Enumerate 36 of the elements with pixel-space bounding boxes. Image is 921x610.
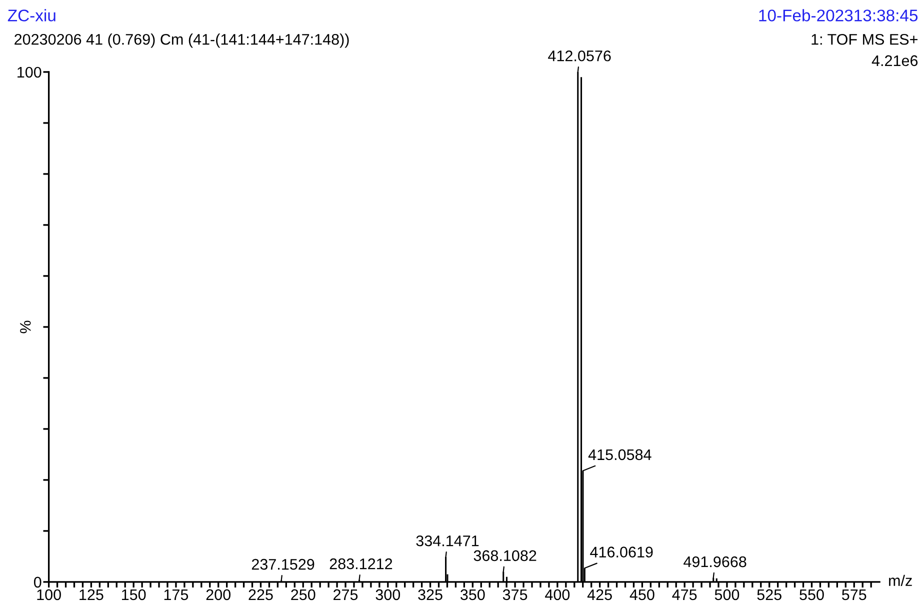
annotation: 334.1471 [416,535,479,546]
y-axis-title: % [20,320,31,334]
chart-title: ZC-xiu [8,9,56,22]
annotation: 237.1529 [252,558,314,570]
annotation: 491.9668 [684,556,746,568]
x-tick-label: 575 [842,589,866,600]
x-tick-label: 200 [206,589,230,600]
x-tick-label: 400 [545,589,570,600]
x-tick-label: 225 [248,589,273,600]
x-tick-label: 150 [122,589,146,600]
x-tick-label: 525 [757,589,782,600]
x-tick-label: 425 [587,589,612,600]
x-tick-label: 250 [291,589,316,600]
x-tick-label: 100 [37,589,61,600]
y-tick-label: 0 [34,576,42,588]
annotation: 416.0619 [590,546,653,558]
x-tick-label: 325 [418,589,442,600]
x-tick-label: 550 [800,589,824,600]
annotation: 283.1212 [330,558,392,570]
text: 1: TOF MS ES+ [812,34,918,45]
x-tick-label: 475 [672,589,697,600]
text: 10-Feb-202313:38:45 [759,9,918,22]
x-tick-label: 275 [334,589,358,600]
x-axis-title: m/z [889,574,912,586]
annotation: 368.1082 [474,550,536,562]
annotation: 412.0576 [548,50,611,62]
x-tick-label: 175 [164,589,188,600]
x-tick-label: 450 [630,589,654,600]
chart-subtitle: 20230206 41 (0.769) Cm (41-(141:144+147:148)) [14,34,349,48]
x-tick-label: 350 [460,589,485,600]
x-tick-label: 375 [502,589,528,600]
x-tick-label: 500 [714,589,740,600]
x-tick-label: 300 [376,589,400,600]
text: 4.21e6 [872,55,918,66]
annotation: 415.0584 [588,449,652,460]
x-tick-label: 125 [80,589,104,600]
